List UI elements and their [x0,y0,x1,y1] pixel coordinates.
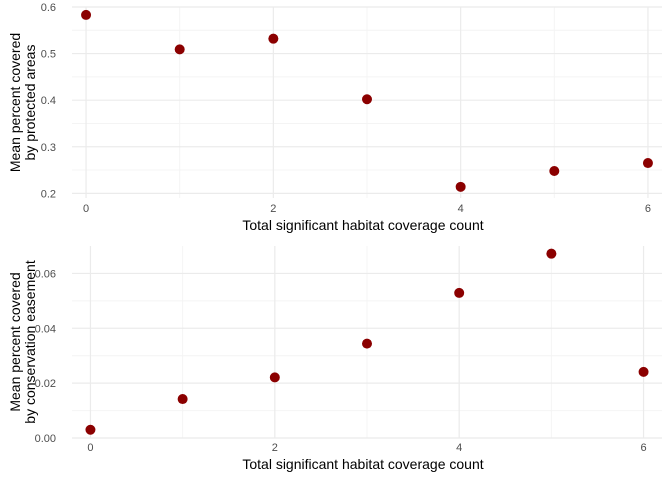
panel-2-data-point [269,372,280,383]
panel-1-y-tick-label: 0.3 [41,142,56,154]
panel-1-x-tick-label: 2 [270,203,276,215]
panel-1-data-point [362,94,372,105]
panel-1-y-tick-label: 0.2 [41,188,56,200]
panel-2-data-point [546,248,557,259]
panel-2-data-point [454,287,465,298]
panel-2-y-axis-title-line: Mean percent covered [7,272,23,411]
panel-1-data-point [642,158,653,169]
panel-1-y-axis-title: Mean percent coveredby protected areas [7,33,38,172]
panel-1-y-tick-label: 0.6 [41,2,56,14]
panel-2-y-tick-label: 0.00 [35,433,56,445]
panel-1-data-point [549,165,560,176]
panel-1-data-point [455,181,466,192]
panel-2-y-axis-title-line: by conservation easement [22,260,38,424]
panel-2-data-point [177,394,188,405]
panel-2-data-point [362,338,372,349]
panel-2-x-tick-label: 0 [87,442,93,454]
panel-2-y-axis-title: Mean percent coveredby conservation ease… [7,260,38,424]
panel-2-x-tick-label: 4 [456,442,462,454]
panel-2-y-tick-label: 0.06 [35,268,56,280]
panel-1-x-tick-label: 0 [83,203,89,215]
panel-1-x-tick-label: 4 [458,203,464,215]
panel-2-x-axis-title: Total significant habitat coverage count [242,456,483,472]
panel-1-data-point [268,33,279,44]
panel-1-data-point [81,9,92,20]
panel-2-y-tick-label: 0.04 [35,323,56,335]
panel-1-y-tick-label: 0.5 [41,49,56,61]
panel-2-data-point [638,366,649,377]
panel-1-y-tick-label: 0.4 [41,95,56,107]
panel-1-y-axis-title-line: by protected areas [22,45,38,161]
panel-2-x-tick-label: 6 [641,442,647,454]
panel-1-y-axis-title-line: Mean percent covered [7,33,23,172]
panel-1-x-axis-title: Total significant habitat coverage count [242,217,483,233]
panel-2-y-tick-label: 0.02 [35,378,56,390]
panel-1-x-tick-label: 6 [645,203,651,215]
panel-2-x-tick-label: 2 [272,442,278,454]
panel-1-data-point [174,44,185,55]
panel-2-data-point [85,424,96,435]
